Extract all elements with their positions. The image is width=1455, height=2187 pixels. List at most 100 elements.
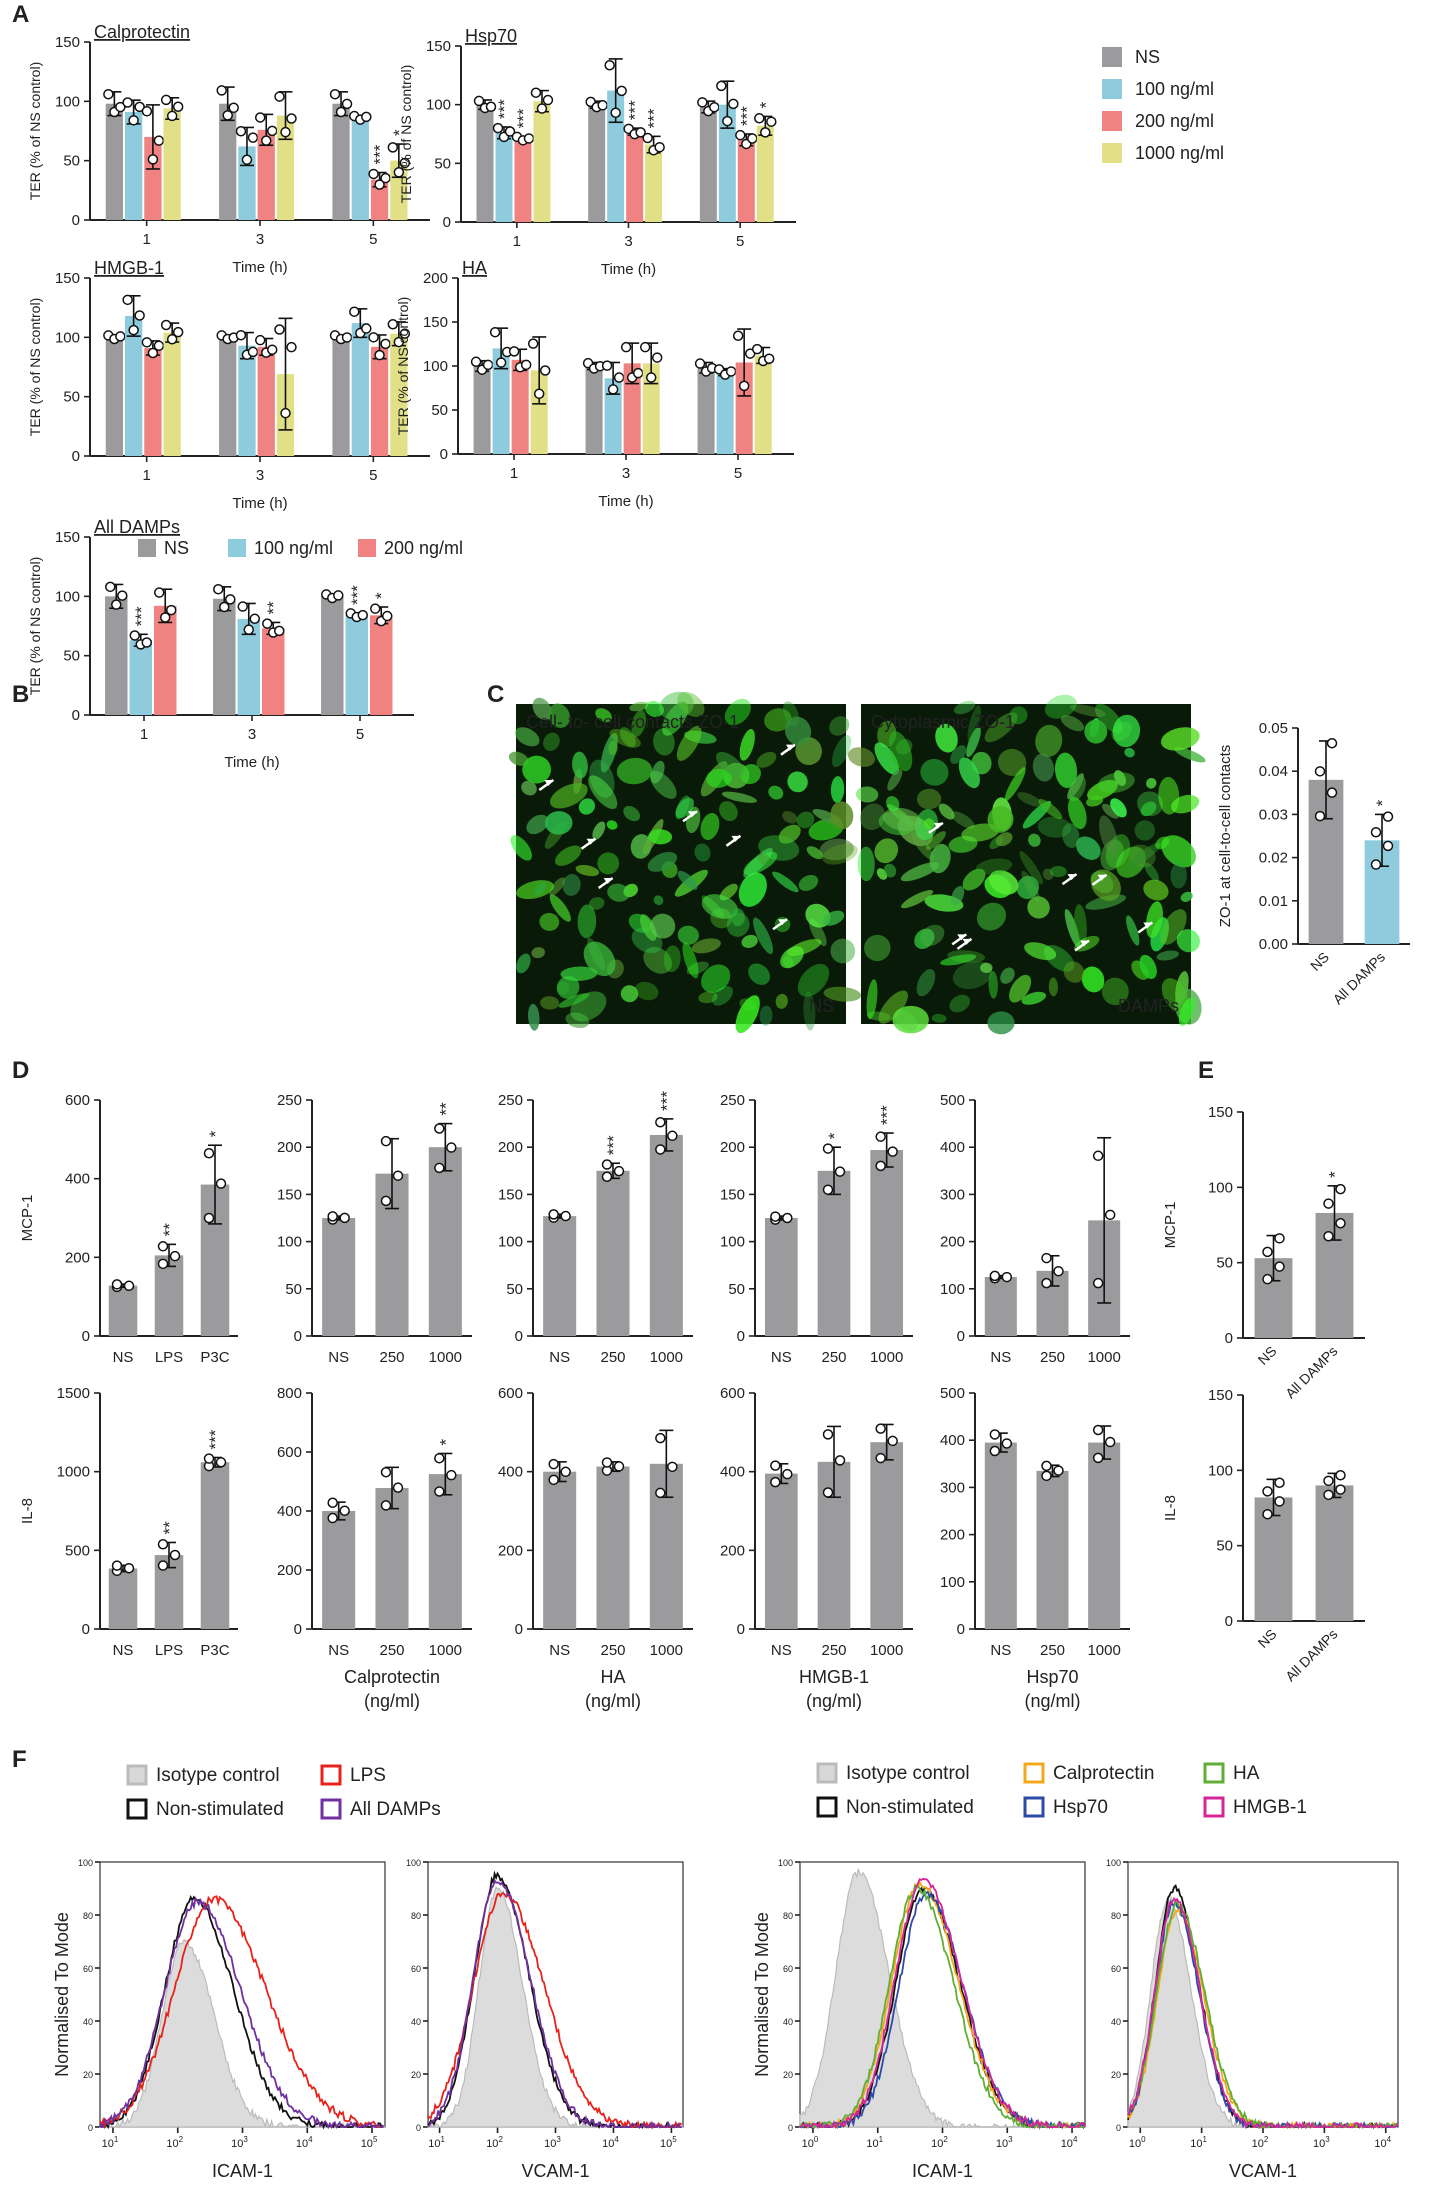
cell-shape <box>623 806 641 822</box>
chart-d-16: 0 100 200 300 400 500 NS 250 1000 Hsp70 (ng/ml) <box>940 1385 1130 1711</box>
data-point <box>875 1131 886 1142</box>
data-point <box>274 91 285 102</box>
data-point <box>273 625 285 637</box>
y-tick-label: 100 <box>55 588 80 605</box>
data-point <box>122 294 133 306</box>
cell-shape <box>631 710 647 737</box>
cell-shape <box>987 806 1014 833</box>
bar <box>533 101 551 222</box>
bar <box>604 378 622 454</box>
data-point <box>392 1170 404 1181</box>
data-point <box>237 601 249 612</box>
y-tick-label: 60 <box>783 1964 793 1974</box>
cell-shape <box>1145 901 1163 939</box>
y-tick-label: 100 <box>406 1858 421 1868</box>
bar <box>870 1442 903 1629</box>
cell-shape <box>1143 879 1169 901</box>
bar <box>984 1442 1017 1629</box>
histogram-all-damps <box>427 1878 682 2130</box>
cell-shape <box>1160 727 1200 751</box>
y-tick-label: 200 <box>277 1562 302 1579</box>
significance-label: * <box>1326 1171 1345 1178</box>
x-axis-label: ICAM-1 <box>212 2161 273 2181</box>
x-tick-label: 3 <box>622 465 630 482</box>
x-axis-label: Time (h) <box>601 261 656 278</box>
panel-letter-b: B <box>12 681 29 708</box>
bar <box>322 1511 356 1629</box>
data-point <box>349 306 360 317</box>
data-point <box>520 359 532 371</box>
data-point <box>722 115 733 127</box>
x-tick-exponent: 1 <box>114 2135 119 2144</box>
y-tick-label: 1500 <box>57 1385 90 1402</box>
y-tick-label: 400 <box>498 1464 523 1481</box>
x-axis-label: VCAM-1 <box>521 2161 589 2181</box>
cell-shape <box>847 747 876 767</box>
x-tick-label: NS <box>1307 949 1332 974</box>
bar <box>476 104 494 222</box>
chart-title: HMGB-1 <box>94 258 164 278</box>
x-tick-label: 250 <box>379 1349 404 1366</box>
data-point <box>766 116 777 127</box>
cell-shape <box>1063 961 1085 983</box>
data-point <box>473 95 485 107</box>
cell-shape <box>1158 776 1180 815</box>
arrow-icon <box>962 938 972 945</box>
y-tick-label: 200 <box>498 1139 523 1156</box>
data-point <box>1041 1277 1052 1289</box>
cell-shape <box>929 843 951 874</box>
y-axis-label: IL-8 <box>1162 1495 1179 1521</box>
data-point <box>169 1250 181 1262</box>
y-tick-label: 0 <box>737 1328 745 1345</box>
x-axis-label: HMGB-1 <box>799 1667 869 1687</box>
data-point <box>613 1165 625 1177</box>
histogram-ha <box>799 1884 1086 2130</box>
data-point <box>105 581 116 593</box>
bar <box>163 332 181 456</box>
chart-d-9: 0 50 100 150 200 250 NS 250 * 1000 *** <box>720 1092 913 1366</box>
bar <box>514 138 532 222</box>
legend-swatch <box>1203 1796 1225 1818</box>
cell-shape <box>1086 795 1104 807</box>
data-point <box>380 172 391 184</box>
bar <box>163 108 181 220</box>
cell-shape <box>645 701 665 718</box>
cell-shape <box>1032 753 1055 782</box>
x-tick-label: 1 <box>510 465 518 482</box>
micrograph-caption: Cell- to- cell contacts ZO-1 <box>526 712 739 732</box>
data-point <box>117 590 128 601</box>
bar <box>754 355 772 454</box>
data-point <box>770 1211 781 1222</box>
significance-label: *** <box>348 585 367 605</box>
data-point <box>1053 1265 1064 1277</box>
data-point <box>1323 1475 1334 1487</box>
data-point <box>1262 1273 1273 1285</box>
x-tick-label: 105 <box>361 2135 378 2150</box>
x-axis-label: Time (h) <box>598 493 653 510</box>
data-point <box>123 1562 135 1574</box>
micrograph-label: NS <box>809 996 834 1016</box>
data-point <box>989 1445 1001 1457</box>
x-axis-label: HA <box>600 1667 625 1687</box>
y-axis-label: Normalised To Mode <box>752 1912 772 2077</box>
data-point <box>380 1500 392 1511</box>
cell-shape <box>775 993 788 1009</box>
cell-shape <box>916 968 936 997</box>
cell-shape <box>516 880 554 900</box>
data-point <box>335 106 347 118</box>
cell-shape <box>1160 909 1187 945</box>
cell-shape <box>830 801 854 830</box>
cell-shape <box>997 748 1027 777</box>
data-point <box>1104 1436 1116 1448</box>
cell-shape <box>953 700 976 715</box>
cell-shape <box>572 751 588 779</box>
data-point <box>607 384 619 395</box>
x-tick-exponent: 4 <box>614 2135 619 2144</box>
data-point <box>222 110 233 121</box>
data-point <box>261 618 273 629</box>
y-tick-label: 600 <box>277 1444 302 1461</box>
y-tick-label: 0.02 <box>1259 850 1288 867</box>
x-tick-exponent: 0 <box>1141 2135 1146 2144</box>
cell-shape <box>931 1013 947 1023</box>
